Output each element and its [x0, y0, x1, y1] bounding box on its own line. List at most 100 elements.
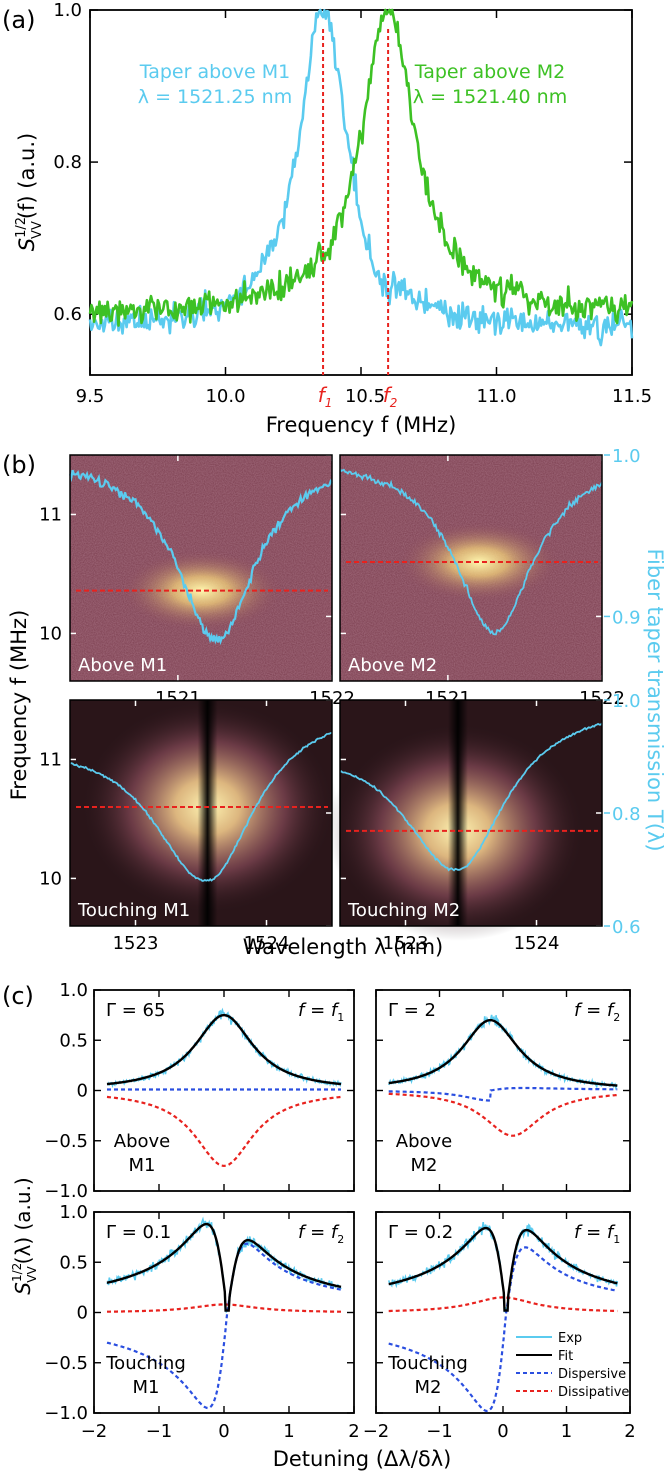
- x-tick-label: 11.5: [612, 386, 652, 407]
- panel-b-ylabel-right: Fiber taper transmission T(λ): [643, 548, 664, 851]
- dispersive-line: [106, 1242, 342, 1410]
- heatmap-dark-stripe: [447, 700, 468, 926]
- x-tick-label: −1: [426, 1421, 453, 1442]
- subplot-3: −2 −1 0 1 2 −1.0 −0.5 0 0.5 1.0 Γ = 0.1 f = f2 Touch…: [44, 1202, 359, 1442]
- fit-line: [388, 1226, 618, 1312]
- x-tick-label: 0: [218, 1421, 229, 1442]
- panel-a-ylabel-rest: (f) (a.u.): [15, 133, 39, 219]
- dissipative-line: [106, 1095, 342, 1168]
- transmission-line: [69, 731, 333, 882]
- y-tick-label: 11: [39, 749, 62, 770]
- y-tick-label: 10: [39, 623, 62, 644]
- panel-c-xlabel: Detuning (Δλ/δλ): [273, 1447, 452, 1471]
- panel-a-lines: [88, 8, 634, 375]
- dispersive-line: [388, 1246, 618, 1413]
- x-tick-label: −2: [363, 1421, 390, 1442]
- panel-b-ylabel-left: Frequency f (MHz): [7, 610, 31, 801]
- x-tick-label: −1: [146, 1421, 173, 1442]
- t-tick-label: 1.0: [612, 446, 641, 467]
- series-line-1: [88, 8, 634, 347]
- x-tick-label: 1524: [514, 933, 560, 954]
- y-tick-label: 10: [39, 868, 62, 889]
- heatmap-label: Above M2: [348, 655, 437, 676]
- legend-entry: Exp: [558, 1331, 582, 1346]
- x-tick-label: 1524: [244, 933, 290, 954]
- panel-a: (a) 9.5 10.0 10.5 11.0 11.5 0.6 0.8 1.0 S1/2VV (…: [2, 0, 652, 437]
- marker-f1-label: f1: [318, 383, 333, 410]
- panel-b-label: (b): [2, 451, 36, 479]
- x-tick-label: −2: [81, 1421, 108, 1442]
- x-tick-label: 11.0: [476, 386, 516, 407]
- heatmap-glow: [399, 522, 560, 603]
- panel-c: (c) −1.0 −0.5 0 0.5 1.0 Γ = 65 f = f1 Above M1 Γ …: [2, 980, 636, 1471]
- dissipative-line: [388, 1092, 618, 1137]
- series-line-2: [88, 8, 634, 327]
- subplot-4: −2 −1 0 1 2 Γ = 0.2 f = f1 Touching M2 Exp Fit Disp…: [363, 1211, 636, 1442]
- heatmap-3: 1523 1524 10 11 Touching M1: [39, 697, 338, 954]
- panel-a-ylabel-s: S: [15, 238, 39, 251]
- subplot-2: Γ = 2 f = f2 Above M2: [375, 989, 631, 1192]
- legend-m1-title: Taper above M1: [139, 61, 291, 83]
- gamma-label: Γ = 0.2: [388, 1222, 453, 1243]
- legend: Exp Fit Dispersive Dissipative: [516, 1331, 629, 1400]
- f-condition-label: f = f1: [298, 1000, 344, 1024]
- y-tick-label: 0.6: [53, 304, 82, 325]
- x-tick-label: 2: [348, 1421, 359, 1442]
- y-tick-label: 1.0: [59, 1202, 88, 1223]
- y-tick-label: −1.0: [44, 1181, 88, 1202]
- heatmap-dark-stripe: [197, 700, 218, 926]
- marker-f2-label: f2: [383, 383, 398, 410]
- legend-m1-lambda: λ = 1521.25 nm: [138, 86, 292, 108]
- fit-line: [106, 1222, 342, 1312]
- transmission-line: [339, 468, 603, 636]
- panel-a-ticks: 9.5 10.0 10.5 11.0 11.5 0.6 0.8 1.0: [53, 0, 652, 407]
- heatmap-glow: [121, 550, 282, 631]
- t-tick-label: 1.0: [612, 691, 641, 712]
- y-tick-label: 0: [77, 1303, 88, 1324]
- f-condition-label: f = f2: [298, 1222, 344, 1246]
- x-tick-label: 10.5: [345, 386, 385, 407]
- subplot-label-line1: Touching: [387, 1353, 468, 1374]
- heatmap-frame: [339, 699, 603, 927]
- transmission-line: [68, 469, 333, 646]
- y-tick-label: −1.0: [44, 1403, 88, 1424]
- heatmap-4: 1523 1524 0.6 0.8 1.0 Touching M2: [327, 691, 641, 954]
- panel-c-label: (c): [2, 982, 34, 1010]
- subplot-label-line2: M2: [415, 1377, 442, 1398]
- panel-a-xlabel: Frequency f (MHz): [266, 413, 457, 437]
- fit-line: [388, 1019, 618, 1087]
- y-tick-label: −0.5: [44, 1131, 88, 1152]
- heatmap-label: Touching M2: [347, 900, 460, 921]
- panel-a-ylabel: S1/2VV (f) (a.u.): [14, 133, 45, 251]
- x-tick-label: 1: [283, 1421, 294, 1442]
- heatmap-label: Touching M1: [77, 900, 190, 921]
- t-tick-label: 0.8: [612, 804, 641, 825]
- y-tick-label: 0.8: [53, 152, 82, 173]
- heatmap-frame: [69, 454, 333, 682]
- subplot-label-line2: M2: [411, 1155, 438, 1176]
- svg-text:S1/2VV(f) (a.u.): S1/2VV (f) (a.u.): [14, 133, 45, 251]
- dispersive-line: [388, 1086, 618, 1102]
- x-tick-label: 1: [561, 1421, 572, 1442]
- x-tick-label: 0: [497, 1421, 508, 1442]
- x-tick-label: 9.5: [76, 386, 105, 407]
- legend-entry: Fit: [558, 1349, 573, 1364]
- heatmap-frame: [339, 454, 603, 682]
- x-tick-label: 1523: [113, 933, 159, 954]
- legend-m2-lambda: λ = 1521.40 nm: [413, 86, 567, 108]
- y-tick-label: 0: [77, 1081, 88, 1102]
- panel-a-label: (a): [2, 6, 35, 34]
- subplot-frame: [375, 989, 631, 1192]
- fit-line: [106, 1013, 342, 1086]
- heatmap-label: Above M1: [78, 655, 167, 676]
- y-tick-label: 0.5: [59, 1030, 88, 1051]
- x-tick-label: 1523: [383, 933, 429, 954]
- panel-b-xlabel: Wavelength λ (nm): [243, 935, 444, 959]
- subplot-label-line1: Touching: [105, 1353, 186, 1374]
- subplot-frame: [375, 1211, 631, 1414]
- f-condition-label: f = f1: [574, 1222, 620, 1246]
- y-tick-label: 1.0: [59, 980, 88, 1001]
